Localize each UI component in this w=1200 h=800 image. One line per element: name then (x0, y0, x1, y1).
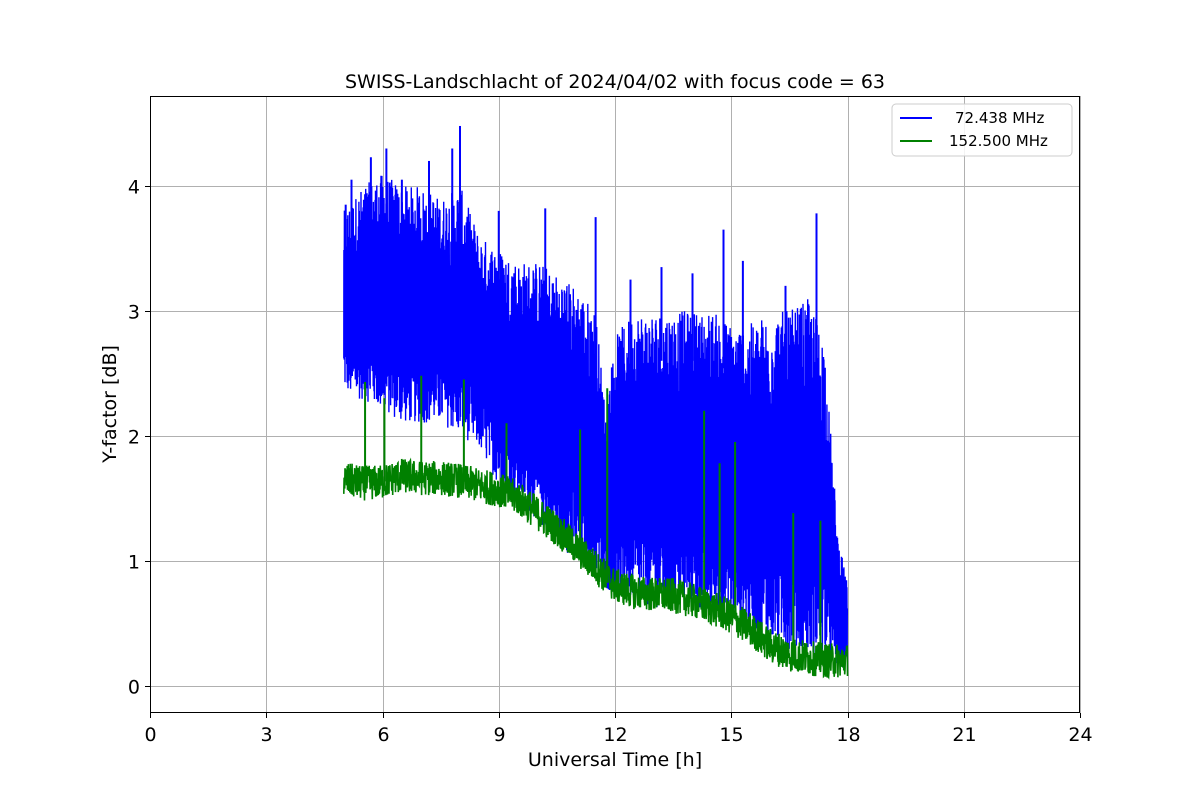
x-tick-label: 9 (493, 724, 505, 746)
x-tick-label: 24 (1068, 724, 1092, 746)
y-axis-label: Y-factor [dB] (99, 345, 121, 464)
y-tick-label: 4 (128, 177, 140, 199)
legend: 72.438 MHz 152.500 MHz (891, 103, 1073, 157)
legend-label-72mhz: 72.438 MHz (955, 109, 1044, 127)
legend-box (891, 103, 1073, 157)
plot-frame (150, 96, 1080, 713)
y-tick-label: 0 (128, 677, 140, 699)
plot-area (343, 125, 849, 680)
legend-label-152mhz: 152.500 MHz (949, 132, 1048, 150)
x-axis-label: Universal Time [h] (528, 749, 702, 771)
x-tick-label: 15 (719, 724, 743, 746)
x-tick-label: 0 (144, 724, 156, 746)
x-tick-label: 12 (603, 724, 627, 746)
y-tick-label: 2 (128, 427, 140, 449)
x-tick-label: 6 (377, 724, 389, 746)
y-tick-label: 1 (128, 552, 140, 574)
chart-title: SWISS-Landschlacht of 2024/04/02 with fo… (345, 71, 885, 93)
series-72mhz-line (343, 175, 848, 668)
x-tick-label: 3 (260, 724, 272, 746)
series-152mhz-line (343, 457, 849, 680)
x-tick-label: 18 (836, 724, 860, 746)
y-tick-label: 3 (128, 302, 140, 324)
x-tick-label: 21 (952, 724, 976, 746)
